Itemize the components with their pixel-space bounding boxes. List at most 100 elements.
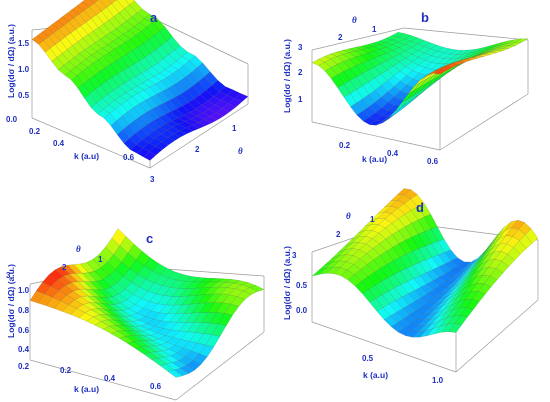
surface-patch <box>513 240 527 255</box>
surface-patch <box>173 130 188 138</box>
panel-d-z-tick: 0.0 <box>296 306 308 315</box>
panel-d-x-tick: 1.0 <box>432 376 444 385</box>
panel-c-x-tick: 0.4 <box>104 374 116 383</box>
surface-patch <box>490 50 503 53</box>
surface-patch <box>186 360 202 371</box>
surface-patch <box>458 59 472 63</box>
panel-d-z-axis-label: Log(dσ / dΩ) (a.u.) <box>282 246 292 320</box>
panel-a-x-tick: 0.6 <box>123 153 135 162</box>
surface-patch <box>445 63 460 68</box>
panel-b-x-tick: 0.2 <box>339 141 351 150</box>
panel-b-z-tick: 1 <box>298 95 303 104</box>
surface-patch <box>167 133 181 141</box>
surface-patch <box>185 125 200 132</box>
panel-a-z-tick: 0.5 <box>18 91 30 100</box>
panel-c-theta-tick: 3 <box>6 271 11 280</box>
panel-d-surface-plot <box>311 188 539 373</box>
panel-c-theta-tick: 1 <box>98 255 103 264</box>
panel-c-z-tick: 0.8 <box>18 306 30 315</box>
surface-patch <box>167 369 183 378</box>
panel-c-surface-plot <box>29 228 265 401</box>
panel-c-z-axis-label: Log(dσ / dΩ) (a.u.) <box>6 264 16 338</box>
panel-b-surface-plot <box>311 27 529 151</box>
surface-patch <box>179 127 194 134</box>
panel-c-x-axis-label: k (a.u) <box>74 384 99 394</box>
panel-d-theta-tick: 2 <box>336 230 341 239</box>
bounding-box-edge <box>455 299 539 373</box>
panel-a-x-tick: 0.0 <box>6 115 18 124</box>
surface-patch <box>199 344 214 357</box>
bounding-box-edge <box>311 121 441 151</box>
panel-a-theta-axis-label: θ <box>238 146 243 156</box>
bounding-box-edge <box>151 17 249 65</box>
panel-a-x-tick: 0.2 <box>29 127 41 136</box>
surface-patch <box>149 146 163 156</box>
surface-patch <box>460 307 474 317</box>
panel-b-theta-tick: 1 <box>372 25 377 34</box>
surface-patch <box>464 57 478 61</box>
surface-patch <box>224 303 240 316</box>
panel-d-theta-tick: 1 <box>370 215 375 224</box>
surface-patch <box>483 275 498 288</box>
panel-a-z-axis-label: Log(dσ / dΩ) (a.u.) <box>6 24 16 98</box>
panel-b-x-axis-label: k (a.u) <box>362 154 387 164</box>
panel-b-x-tick: 0.6 <box>427 157 439 166</box>
surface-patch <box>439 66 454 71</box>
panel-a-theta-tick: 3 <box>150 175 155 184</box>
panel-a-letter: a <box>150 10 158 25</box>
panel-b-z-tick: 2 <box>298 68 303 77</box>
surface-patch <box>433 69 447 75</box>
bounding-box-edge <box>29 359 177 401</box>
panel-d-x-axis-label: k (a.u) <box>363 370 388 380</box>
panel-c-theta-tick: 2 <box>62 263 67 272</box>
surface-patch <box>192 353 208 365</box>
surface-patch <box>477 54 491 57</box>
panel-a-surface-plot <box>31 0 249 169</box>
panel-a-z-tick: 1.5 <box>18 39 30 48</box>
surface-patch <box>515 38 529 43</box>
panel-a-x-tick: 0.4 <box>53 139 65 148</box>
panel-c-x-tick: 0.6 <box>150 382 162 391</box>
bounding-box-edge <box>403 27 529 41</box>
panel-d-theta-axis-label: θ <box>346 211 351 221</box>
panel-a-x-axis-label: k (a.u) <box>74 151 99 161</box>
bounding-box-edge <box>439 93 529 151</box>
panel-b-z-axis-label: Log(dσ / dΩ) (a.u.) <box>282 39 292 113</box>
surface-patch <box>471 55 485 59</box>
bounding-box-edge <box>149 103 249 169</box>
panel-a-z-tick: 1.0 <box>18 65 30 74</box>
panel-c-letter: c <box>146 231 153 246</box>
surface-patch <box>502 45 516 49</box>
panel-c-x-tick: 0.2 <box>60 366 72 375</box>
panel-b-letter: b <box>421 10 429 25</box>
panel-b-x-tick: 0.4 <box>387 149 399 158</box>
bounding-box-edge <box>311 321 457 373</box>
bounding-box-edge <box>175 331 265 401</box>
panel-d-letter: d <box>416 200 424 215</box>
panel-c-theta-axis-label: θ <box>76 244 81 254</box>
surface-patch <box>466 299 480 310</box>
surface-patch <box>508 42 522 46</box>
surface-patch <box>519 234 533 249</box>
panel-d-z-tick: 0.5 <box>296 281 308 290</box>
panel-b-z-tick: 3 <box>298 43 303 52</box>
panel-a-theta-tick: 2 <box>195 145 200 154</box>
surface-patch <box>173 368 189 377</box>
panel-b-theta-tick: 2 <box>338 33 343 42</box>
panel-a-theta-tick: 1 <box>232 124 237 133</box>
surface-patch <box>205 334 221 348</box>
surface-patch <box>211 323 227 337</box>
surface-patch <box>249 285 265 292</box>
panel-c-z-tick: 1.0 <box>18 286 30 295</box>
panel-c-z-tick: 0.2 <box>18 362 30 371</box>
surface-patch <box>507 247 521 261</box>
surface-patch <box>472 291 486 302</box>
panel-d-x-tick: 0.5 <box>362 354 374 363</box>
panel-d-theta-tick: 3 <box>292 251 297 260</box>
bounding-box-edge <box>311 27 405 51</box>
panel-c-z-tick: 0.6 <box>18 326 30 335</box>
bounding-box-edge <box>31 117 151 169</box>
surface-patch <box>143 151 157 161</box>
surface-patch <box>448 323 463 333</box>
